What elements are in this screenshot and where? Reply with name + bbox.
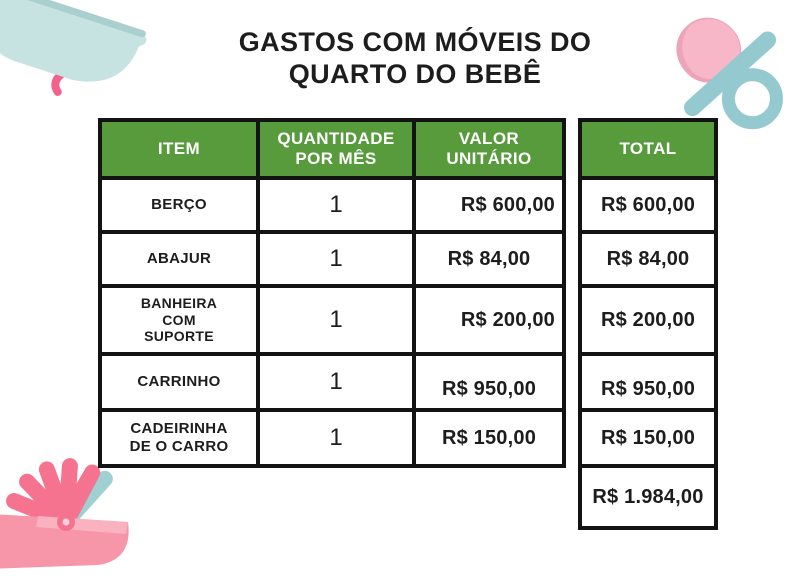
cell-total-cadeirinha: R$ 150,00 [582,412,714,464]
cell-item-cadeirinha: CADEIRINHA DE O CARRO [102,412,256,464]
expenses-table: ITEM QUANTIDADE POR MÊS VALOR UNITÁRIO B… [98,118,566,468]
header-item: ITEM [102,122,256,176]
page-title-line2: QUARTO DO BEBÊ [288,59,542,90]
cell-total-banheira: R$ 200,00 [582,288,714,352]
cell-qty-banheira: 1 [260,288,412,352]
header-quantity: QUANTIDADE POR MÊS [260,122,412,176]
cell-total-abajur: R$ 84,00 [582,234,714,284]
cell-qty-berco: 1 [260,180,412,230]
total-column: TOTAL R$ 600,00 R$ 84,00 R$ 200,00 R$ 95… [578,118,718,530]
cell-item-banheira: BANHEIRA COM SUPORTE [102,288,256,352]
page-title-line1: GASTOS COM MÓVEIS DO [238,27,592,57]
cell-item-carrinho: CARRINHO [102,356,256,408]
cell-unit-banheira: R$ 200,00 [416,288,562,352]
header-unit-value: VALOR UNITÁRIO [416,122,562,176]
cell-item-abajur: ABAJUR [102,234,256,284]
cell-qty-carrinho: 1 [260,356,412,408]
grand-total-cell: R$ 1.984,00 [582,468,714,526]
cell-unit-carrinho: R$ 950,00 [416,356,562,408]
header-total: TOTAL [582,122,714,176]
page-title: GASTOS COM MÓVEIS DO QUARTO DO BEBÊ [110,26,720,91]
cell-unit-cadeirinha: R$ 150,00 [416,412,562,464]
cell-unit-berco: R$ 600,00 [416,180,562,230]
cell-qty-abajur: 1 [260,234,412,284]
cell-unit-abajur: R$ 84,00 [416,234,562,284]
cell-item-berco: BERÇO [102,180,256,230]
cell-total-berco: R$ 600,00 [582,180,714,230]
cell-qty-cadeirinha: 1 [260,412,412,464]
cell-total-carrinho: R$ 950,00 [582,356,714,408]
